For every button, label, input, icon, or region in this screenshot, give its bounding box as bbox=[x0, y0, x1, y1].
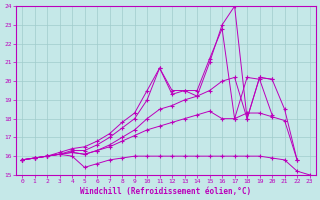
X-axis label: Windchill (Refroidissement éolien,°C): Windchill (Refroidissement éolien,°C) bbox=[80, 187, 252, 196]
